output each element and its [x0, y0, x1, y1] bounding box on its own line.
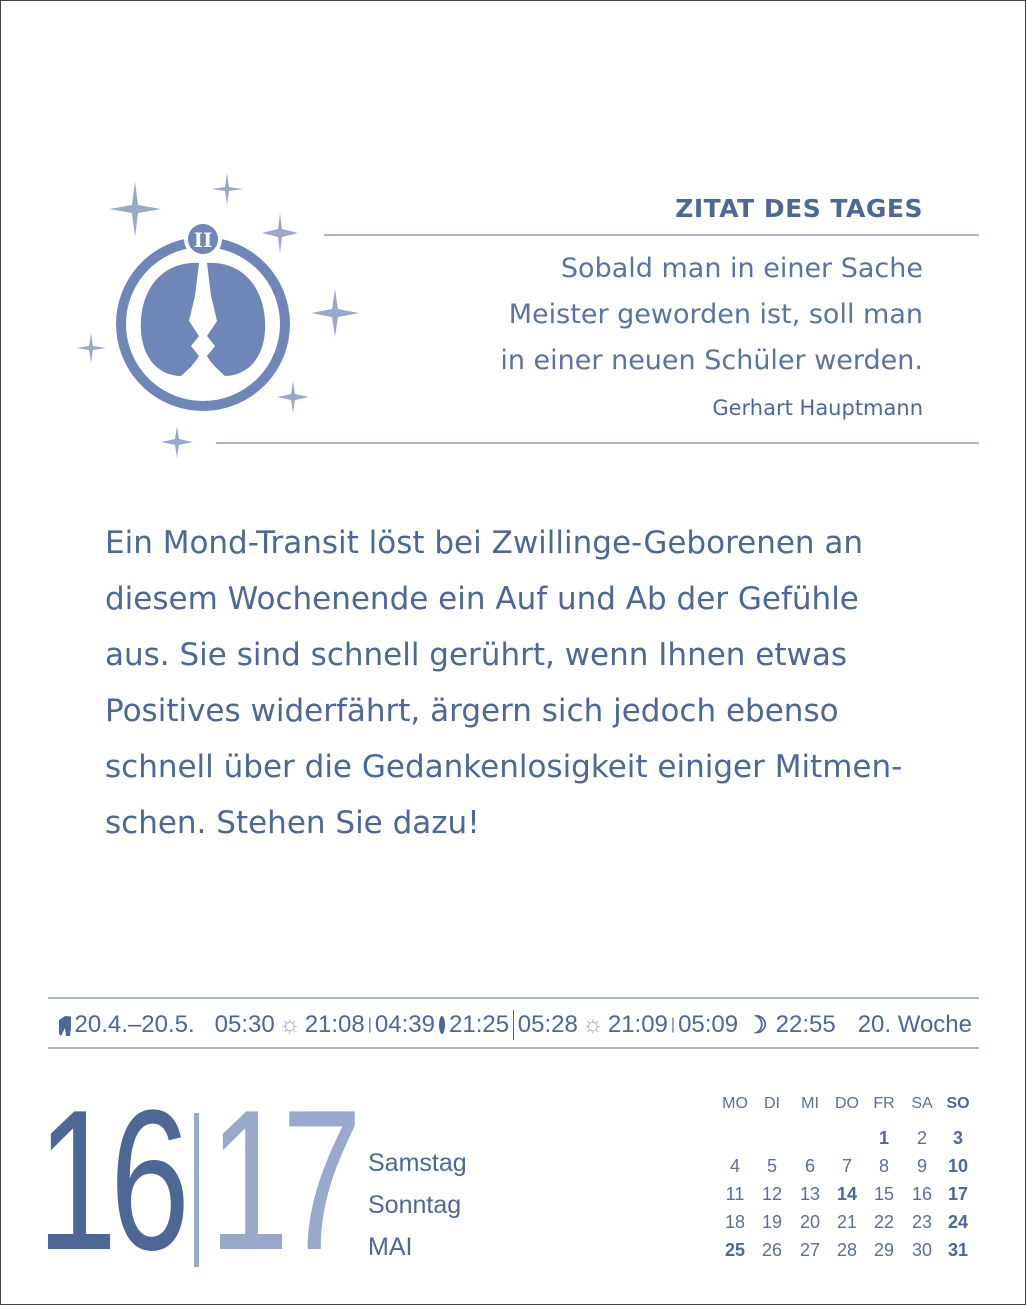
moonrise-sun: 05:09 — [678, 1011, 739, 1038]
weekday-1: Samstag — [368, 1149, 467, 1177]
calendar-day: 16 — [911, 1184, 933, 1204]
calendar-day: 19 — [761, 1212, 783, 1232]
star-icon — [211, 173, 243, 205]
divider — [216, 442, 979, 444]
horoscope-line: diesem Wochenende ein Auf und Ab der Gef… — [105, 581, 859, 617]
weekday-header: FR — [873, 1095, 895, 1112]
calendar-day: 20 — [799, 1212, 821, 1232]
gemini-icon: II — [76, 173, 359, 458]
calendar-day: 4 — [729, 1156, 740, 1176]
quote-line: Sobald man in einer Sache — [560, 253, 923, 284]
star-icon — [76, 333, 106, 363]
weekday-header: DI — [764, 1095, 780, 1112]
calendar-day: 29 — [873, 1240, 895, 1260]
calendar-day: 22 — [873, 1212, 895, 1232]
calendar-day: 24 — [947, 1212, 969, 1232]
sunset-sat: 21:08 — [304, 1011, 365, 1038]
weekday-2: Sonntag — [368, 1191, 462, 1219]
horoscope-line: Positives widerfährt, ärgern sich jedoch… — [105, 693, 839, 729]
weekday-header: SA — [911, 1095, 933, 1112]
calendar-day: 9 — [916, 1156, 927, 1176]
divider — [324, 234, 979, 236]
calendar-day: 11 — [725, 1184, 745, 1204]
calendar-day: 6 — [804, 1156, 815, 1176]
calendar-day: 13 — [799, 1184, 821, 1204]
new-moon-icon — [438, 1016, 446, 1034]
sunset-sun: 21:09 — [607, 1011, 668, 1038]
horoscope-line: schnell über die Gedankenlosigkeit einig… — [105, 749, 903, 785]
day-separator — [513, 1010, 514, 1040]
calendar-day: 1 — [878, 1128, 889, 1148]
sunrise-sat: 05:30 — [214, 1011, 275, 1038]
calendar-day: 7 — [841, 1156, 852, 1176]
zodiac-range: 20.4.–20.5. — [74, 1011, 195, 1038]
horoscope-line: Ein Mond-Transit löst bei Zwillinge-Gebo… — [105, 525, 864, 561]
star-icon — [109, 181, 161, 237]
calendar-day: 10 — [947, 1156, 969, 1176]
moonset-sun: 22:55 — [775, 1011, 836, 1038]
divider — [48, 1047, 979, 1049]
info-strip: 20.4.–20.5. 05:30 ☼ 21:08 | 04:39 21:25 … — [57, 1009, 972, 1041]
crescent-moon-icon: ☽ — [746, 1011, 768, 1039]
calendar-day: 2 — [916, 1128, 927, 1148]
quote-line: Meister geworden ist, soll man — [508, 299, 923, 330]
calendar-day: 31 — [947, 1240, 969, 1260]
star-icon — [311, 289, 359, 337]
day-number-2: 17 — [209, 1069, 362, 1292]
svg-text:II: II — [194, 228, 213, 252]
sunrise-sun: 05:28 — [517, 1011, 578, 1038]
weekday-header: MI — [801, 1095, 819, 1112]
calendar-day: 25 — [724, 1240, 746, 1260]
day-number-1: 16 — [37, 1069, 190, 1292]
calendar-day: 26 — [761, 1240, 783, 1260]
sun-icon: ☼ — [278, 1011, 301, 1038]
moonrise-sat: 04:39 — [374, 1011, 435, 1038]
quote-line: in einer neuen Schüler werden. — [500, 345, 923, 376]
calendar-day: 23 — [911, 1212, 933, 1232]
calendar-day: 8 — [878, 1156, 889, 1176]
star-icon — [277, 381, 309, 413]
month: MAI — [368, 1233, 413, 1261]
quote-author: Gerhart Hauptmann — [712, 396, 923, 420]
taurus-bull-icon — [59, 1016, 71, 1036]
calendar-day: 27 — [799, 1240, 821, 1260]
calendar-day: 15 — [873, 1184, 895, 1204]
star-icon — [262, 213, 298, 253]
horoscope-text: Ein Mond-Transit löst bei Zwillinge-Gebo… — [105, 515, 925, 851]
calendar-day: 17 — [947, 1184, 969, 1204]
divider — [48, 997, 979, 999]
horoscope-line: aus. Sie sind schnell gerührt, wenn Ihne… — [105, 637, 848, 673]
moonset-sat: 21:25 — [449, 1011, 510, 1038]
calendar-day: 30 — [911, 1240, 933, 1260]
calendar-day: 3 — [952, 1128, 963, 1148]
day-divider — [194, 1113, 199, 1267]
calendar-day: 21 — [836, 1212, 858, 1232]
calendar-day: 12 — [761, 1184, 783, 1204]
calendar-day: 14 — [836, 1184, 858, 1204]
calendar-day: 5 — [766, 1156, 777, 1176]
week-number: 20. Woche — [857, 1011, 972, 1038]
weekday-header: DO — [835, 1095, 859, 1112]
quote-heading: ZITAT DES TAGES — [675, 194, 923, 223]
star-icon — [161, 426, 193, 458]
calendar-day: 18 — [724, 1212, 746, 1232]
sun-icon: ☼ — [581, 1011, 604, 1038]
weekday-header: MO — [722, 1095, 748, 1112]
horoscope-line: schen. Stehen Sie dazu! — [105, 805, 480, 841]
calendar-day: 28 — [836, 1240, 858, 1260]
weekday-header: SO — [946, 1095, 970, 1112]
